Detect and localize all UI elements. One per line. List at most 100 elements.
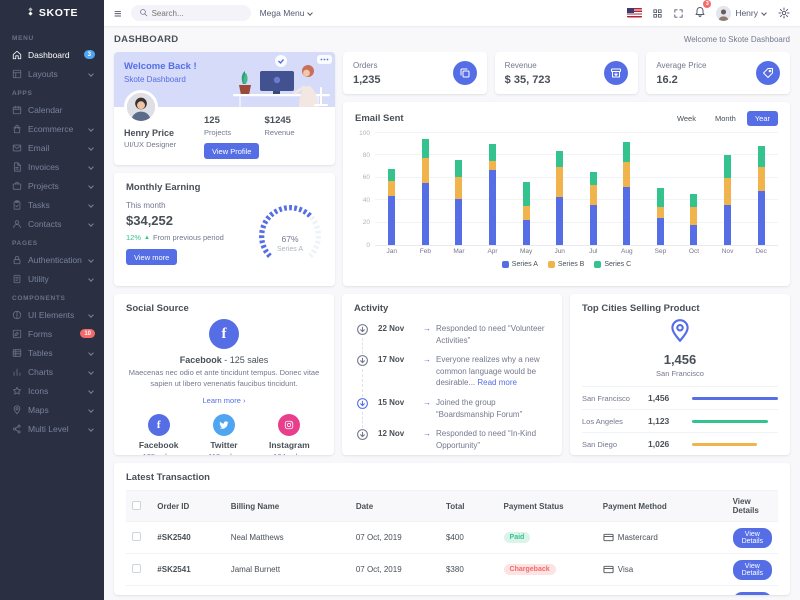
social-items: fFacebook125 salesTwitter112 salesInstag… — [126, 413, 322, 455]
view-profile-button[interactable]: View Profile — [204, 143, 260, 159]
search-icon — [139, 4, 148, 22]
settings-gear-icon[interactable] — [778, 7, 790, 19]
map-pin-icon — [582, 318, 778, 349]
sidebar-item-authentication[interactable]: Authentication — [0, 250, 104, 269]
sidebar-item-dashboard[interactable]: Dashboard 3 — [0, 45, 104, 64]
bell-icon — [694, 4, 706, 22]
tab-week[interactable]: Week — [669, 111, 704, 126]
chart-bar-nov — [711, 134, 745, 245]
learn-more-link[interactable]: Learn more › — [202, 395, 246, 405]
stat-card-label: Orders — [353, 60, 378, 70]
legend-label: Series C — [604, 261, 632, 268]
credit-card-icon — [603, 532, 614, 543]
sidebar-item-charts[interactable]: Charts — [0, 362, 104, 381]
tab-year[interactable]: Year — [746, 111, 778, 126]
chart-bar-jan — [375, 134, 409, 245]
chevron-down-icon — [88, 368, 94, 375]
sidebar-item-calendar[interactable]: Calendar — [0, 100, 104, 119]
language-flag-us-icon[interactable] — [627, 8, 643, 18]
table-icon — [12, 348, 22, 358]
sidebar-item-utility[interactable]: Utility — [0, 269, 104, 288]
stat-cards: Orders 1,235 Revenue $ 35, 723 Average Price… — [343, 52, 791, 94]
search-input[interactable] — [151, 8, 243, 18]
read-more-link[interactable]: Read more — [475, 378, 517, 388]
user-icon — [12, 219, 22, 229]
monthly-earning-amount: $34,252 — [126, 213, 173, 228]
sidebar-item-projects[interactable]: Projects — [0, 176, 104, 195]
chart-bar-aug — [610, 134, 644, 245]
sidebar-item-contacts[interactable]: Contacts — [0, 214, 104, 233]
y-tick-label: 100 — [359, 129, 370, 137]
sidebar-item-tasks[interactable]: Tasks — [0, 195, 104, 214]
bar-segment-series-a — [589, 204, 597, 245]
legend-marker — [594, 261, 602, 268]
bar-segment-series-a — [556, 196, 564, 245]
social-item-instagram[interactable]: Instagram 104 sales — [257, 413, 322, 455]
legend-marker — [547, 261, 555, 268]
sidebar-item-maps[interactable]: Maps — [0, 400, 104, 419]
menu-section-components: COMPONENTS — [12, 295, 66, 302]
credit-card-icon — [603, 564, 614, 575]
sidebar-item-label: Invoices — [28, 161, 60, 172]
y-tick-label: 40 — [362, 196, 370, 204]
stat-card-value: 1,235 — [353, 73, 381, 86]
sidebar-item-ecommerce[interactable]: Ecommerce — [0, 119, 104, 138]
monthly-earning-title: Monthly Earning — [126, 182, 201, 193]
apps-grid-icon[interactable] — [652, 8, 663, 19]
bar-segment-series-c — [589, 172, 597, 185]
email-sent-tabs: Week Month Year — [669, 111, 778, 126]
row-checkbox[interactable] — [132, 532, 141, 541]
file-icon — [12, 274, 22, 284]
view-details-button[interactable]: View Details — [732, 527, 772, 548]
brand-logo[interactable]: SKOTE — [0, 0, 104, 26]
cell-payment-status: Paid — [498, 522, 597, 554]
main-area: ≡ Mega Menu 3 Henry — [104, 0, 800, 600]
sidebar-item-icons[interactable]: Icons — [0, 381, 104, 400]
tab-month[interactable]: Month — [707, 111, 744, 126]
menu-section-pages: PAGES — [12, 240, 38, 247]
city-row-san-diego: San Diego 1,026 — [582, 432, 778, 455]
social-item-twitter[interactable]: Twitter 112 sales — [191, 413, 256, 455]
arrow-right-icon: → — [423, 397, 431, 407]
monthly-earning-card: Monthly Earning This month $34,252 12% ▲ … — [114, 173, 335, 286]
sidebar-item-multi-level[interactable]: Multi Level — [0, 419, 104, 438]
top-city-name: San Francisco — [656, 369, 704, 378]
transactions-table-body: #SK2540 Neal Matthews 07 Oct, 2019 $400 Paid… — [126, 522, 778, 595]
view-details-button[interactable]: View Details — [732, 559, 772, 580]
cell-payment-method: Paypal — [596, 585, 727, 595]
menu-toggle-icon[interactable]: ≡ — [114, 5, 122, 21]
sidebar-item-invoices[interactable]: Invoices — [0, 157, 104, 176]
chart-bar-mar — [442, 134, 476, 245]
mega-menu-button[interactable]: Mega Menu — [260, 8, 315, 18]
view-more-button[interactable]: View more — [126, 249, 178, 265]
row-checkbox[interactable] — [132, 564, 141, 573]
bar-stack — [656, 187, 664, 245]
facebook-icon: f — [147, 413, 170, 436]
user-menu-button[interactable]: Henry — [716, 5, 768, 21]
notifications-button[interactable]: 3 — [694, 0, 712, 22]
social-item-facebook[interactable]: f Facebook 125 sales — [126, 413, 191, 455]
bar-segment-series-b — [623, 162, 631, 187]
column-header-total: Total — [439, 490, 498, 522]
bar-segment-series-b — [388, 181, 396, 196]
sidebar-item-forms[interactable]: Forms 10 — [0, 324, 104, 343]
profile-revenue: $1245 Revenue — [264, 115, 295, 137]
cell-total: $400 — [445, 533, 464, 542]
sidebar-item-tables[interactable]: Tables — [0, 343, 104, 362]
sidebar-item-ui-elements[interactable]: UI Elements — [0, 305, 104, 324]
sidebar-item-layouts[interactable]: Layouts — [0, 64, 104, 83]
page-title-bar: DASHBOARD Welcome to Skote Dashboard — [104, 26, 800, 52]
sidebar-item-label: Calendar — [28, 104, 63, 115]
cell-payment-method: Visa — [596, 553, 727, 586]
sidebar-item-email[interactable]: Email — [0, 138, 104, 157]
cell-view-details: View Details — [726, 585, 778, 595]
email-sent-card: Email Sent Week Month Year 0 20 40 60 80 100 Ja… — [343, 102, 790, 286]
view-details-button[interactable]: View Details — [732, 591, 772, 595]
fullscreen-icon[interactable] — [673, 8, 684, 19]
select-all-checkbox[interactable] — [132, 500, 141, 510]
instagram-icon — [278, 413, 301, 436]
column-header-order-id: Order ID — [151, 490, 225, 522]
legend-label: Series B — [557, 261, 585, 268]
y-tick-label: 0 — [366, 241, 370, 249]
bar-segment-series-b — [421, 157, 429, 184]
